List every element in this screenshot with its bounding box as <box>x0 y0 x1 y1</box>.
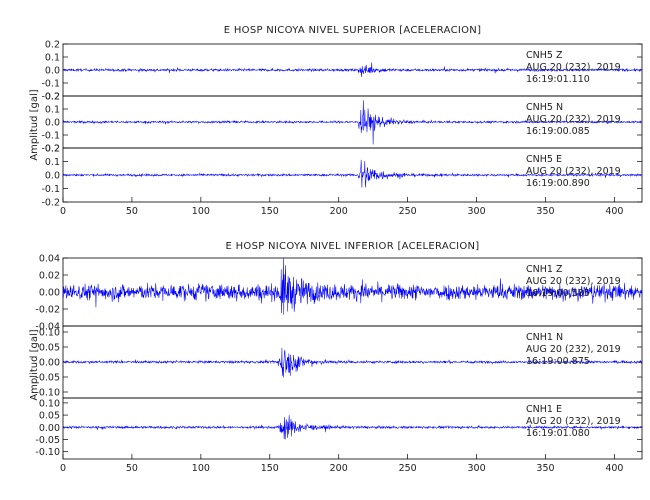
y-tick-label: -0.10 <box>35 447 60 458</box>
y-tick-label: 0.00 <box>39 288 60 299</box>
y-axis-label: Amplitud [gal] <box>29 329 40 400</box>
y-tick-label: -0.05 <box>35 373 60 384</box>
channel-label: CNH1 E <box>526 404 562 415</box>
chart-title: E HOSP NICOYA NIVEL SUPERIOR [ACELERACIO… <box>224 25 482 36</box>
x-tick-label: 100 <box>192 463 210 474</box>
y-tick-label: 0.00 <box>39 423 60 434</box>
waveform-trace <box>62 159 643 188</box>
y-tick-label: -0.1 <box>41 79 60 90</box>
x-tick-label: 200 <box>330 206 348 217</box>
time-label: 16:19:00.875 <box>526 356 590 367</box>
x-tick-label: 400 <box>605 206 623 217</box>
y-tick-label: 0.10 <box>39 398 60 409</box>
time-label: 16:19:01.080 <box>526 428 590 439</box>
channel-label: CNH1 Z <box>526 264 563 275</box>
y-tick-label: 0.05 <box>39 411 60 422</box>
waveform-trace <box>62 415 643 440</box>
x-tick-label: 300 <box>468 463 486 474</box>
chart-title: E HOSP NICOYA NIVEL INFERIOR [ACELERACIO… <box>225 241 479 252</box>
x-tick-label: 250 <box>399 463 417 474</box>
y-tick-label: 0.04 <box>39 254 60 265</box>
x-tick-label: 150 <box>261 206 279 217</box>
waveform-trace <box>62 258 643 315</box>
x-tick-label: 350 <box>536 463 554 474</box>
x-tick-label: 250 <box>399 206 417 217</box>
time-label: 16:19:00.585 <box>526 288 590 299</box>
x-tick-label: 150 <box>261 463 279 474</box>
waveform-trace <box>62 62 643 77</box>
y-tick-label: -0.04 <box>35 322 60 333</box>
y-tick-label: 0.0 <box>45 118 60 129</box>
time-label: 16:19:01.110 <box>526 74 590 85</box>
y-tick-label: 0.2 <box>45 92 60 103</box>
y-tick-label: 0.2 <box>45 40 60 51</box>
time-label: 16:19:00.085 <box>526 126 590 137</box>
time-label: 16:19:00.890 <box>526 178 590 189</box>
panel-frame <box>62 397 643 460</box>
y-tick-label: 0.05 <box>39 343 60 354</box>
x-tick-label: 200 <box>330 463 348 474</box>
y-tick-label: -0.10 <box>35 388 60 399</box>
y-tick-label: -0.2 <box>41 144 60 155</box>
y-tick-label: -0.02 <box>35 305 60 316</box>
y-tick-label: -0.1 <box>41 184 60 195</box>
date-label: AUG 20 (232), 2019 <box>526 344 621 355</box>
x-tick-label: 50 <box>126 463 138 474</box>
date-label: AUG 20 (232), 2019 <box>526 114 621 125</box>
y-tick-label: -0.05 <box>35 435 60 446</box>
channel-label: CNH5 E <box>526 154 562 165</box>
x-tick-label: 50 <box>126 206 138 217</box>
x-tick-label: 300 <box>468 206 486 217</box>
channel-label: CNH1 N <box>526 332 563 343</box>
date-label: AUG 20 (232), 2019 <box>526 276 621 287</box>
x-tick-label: 100 <box>192 206 210 217</box>
waveform-trace <box>62 347 643 378</box>
date-label: AUG 20 (232), 2019 <box>526 62 621 73</box>
y-tick-label: -0.2 <box>41 92 60 103</box>
y-tick-label: 0.0 <box>45 66 60 77</box>
waveform-trace <box>62 100 643 145</box>
date-label: AUG 20 (232), 2019 <box>526 416 621 427</box>
y-tick-label: -0.1 <box>41 131 60 142</box>
y-tick-label: 0.10 <box>39 328 60 339</box>
y-tick-label: 0.1 <box>45 157 60 168</box>
y-tick-label: 0.1 <box>45 53 60 64</box>
x-tick-label: 400 <box>605 463 623 474</box>
y-tick-label: 0.02 <box>39 271 60 282</box>
y-tick-label: -0.2 <box>41 198 60 209</box>
y-tick-label: 0.1 <box>45 105 60 116</box>
y-tick-label: 0.2 <box>45 144 60 155</box>
x-tick-label: 0 <box>60 206 66 217</box>
x-tick-label: 350 <box>536 206 554 217</box>
date-label: AUG 20 (232), 2019 <box>526 166 621 177</box>
channel-label: CNH5 N <box>526 102 563 113</box>
y-axis-label: Amplitud [gal] <box>29 89 40 160</box>
x-tick-label: 0 <box>60 463 66 474</box>
y-tick-label: 0.00 <box>39 358 60 369</box>
channel-label: CNH5 Z <box>526 50 563 61</box>
y-tick-label: 0.0 <box>45 171 60 182</box>
